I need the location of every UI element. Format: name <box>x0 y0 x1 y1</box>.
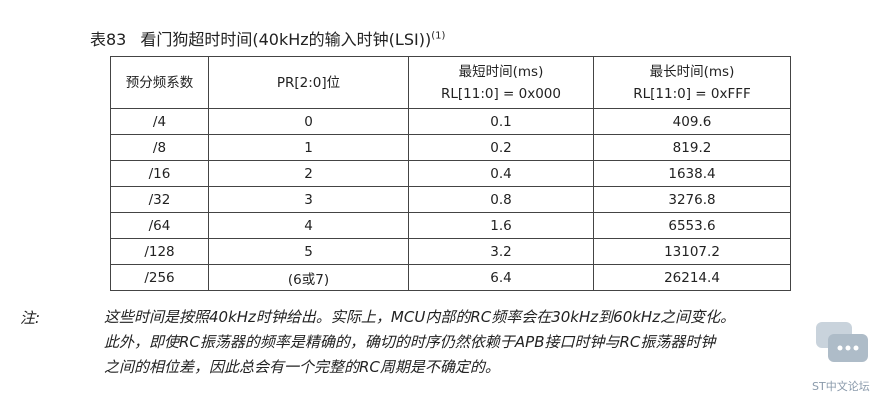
header-cell: 最长时间(ms) RL[11:0] = 0xFFF <box>593 56 791 109</box>
table-cell: 1.6 <box>408 212 594 239</box>
table-row: /16 2 0.4 1638.4 <box>110 160 791 187</box>
table-cell: /16 <box>110 160 209 187</box>
table-cell: /64 <box>110 212 209 239</box>
table-cell: 3.2 <box>408 238 594 265</box>
table-cell: /8 <box>110 134 209 161</box>
table-cell: 0.8 <box>408 186 594 213</box>
header-text: 最长时间(ms) <box>649 63 735 80</box>
table-cell: 409.6 <box>593 108 791 135</box>
table-row: /4 0 0.1 409.6 <box>110 108 791 135</box>
header-cell: 最短时间(ms) RL[11:0] = 0x000 <box>408 56 594 109</box>
table-cell: 6.4 <box>408 264 594 291</box>
header-row: 预分频系数 PR[2:0]位 最短时间(ms) RL[11:0] = 0x000 最长时… <box>110 56 791 109</box>
table-cell: 0.1 <box>408 108 594 135</box>
table-cell: 0.4 <box>408 160 594 187</box>
table-cell: 0.2 <box>408 134 594 161</box>
note: 这些时间是按照40kHz时钟给出。实际上，MCU内部的RC频率会在30kHz到6… <box>104 305 735 380</box>
table-row: /128 5 3.2 13107.2 <box>110 238 791 265</box>
header-text: 最短时间(ms) <box>458 63 544 80</box>
note-line: 这些时间是按照40kHz时钟给出。实际上，MCU内部的RC频率会在30kHz到6… <box>104 308 736 326</box>
header-cell: PR[2:0]位 <box>208 56 409 109</box>
table-cell: 2 <box>208 160 409 187</box>
caption-superscript: (1) <box>431 30 446 42</box>
note-line: 此外，即使RC振荡器的频率是精确的，确切的时序仍然依赖于APB接口时钟与RC振荡… <box>104 333 716 351</box>
table-cell: 819.2 <box>593 134 791 161</box>
table-cell: /4 <box>110 108 209 135</box>
header-text: 预分频系数 <box>125 74 194 91</box>
header-cell: 预分频系数 <box>110 56 209 109</box>
timeout-table: 预分频系数 PR[2:0]位 最短时间(ms) RL[11:0] = 0x000 最长时… <box>110 56 791 291</box>
table-cell: 1 <box>208 134 409 161</box>
table-cell: 1638.4 <box>593 160 791 187</box>
table-row: /32 3 0.8 3276.8 <box>110 186 791 213</box>
caption-number: 表83 <box>90 30 127 49</box>
table-cell: 26214.4 <box>593 264 791 291</box>
table-cell: 6553.6 <box>593 212 791 239</box>
table-cell: 13107.2 <box>593 238 791 265</box>
table-cell: (6或7) <box>208 264 409 291</box>
table-row: /64 4 1.6 6553.6 <box>110 212 791 239</box>
table-cell: 3276.8 <box>593 186 791 213</box>
table-cell: 5 <box>208 238 409 265</box>
caption-title: 看门狗超时时间(40kHz的输入时钟(LSI)) <box>140 30 432 49</box>
table-row: /8 1 0.2 819.2 <box>110 134 791 161</box>
caption: 表83 看门狗超时时间(40kHz的输入时钟(LSI))(1) <box>90 26 445 50</box>
table-cell: 3 <box>208 186 409 213</box>
note-line: 之间的相位差，因此总会有一个完整的RC周期是不确定的。 <box>104 358 500 376</box>
table-cell: /256 <box>110 264 209 291</box>
table-cell: /32 <box>110 186 209 213</box>
watermark: ST中文论坛 <box>812 380 870 393</box>
table-cell: 0 <box>208 108 409 135</box>
note-label: 注: <box>20 309 41 327</box>
header-text: RL[11:0] = 0xFFF <box>633 85 751 102</box>
table-cell: 4 <box>208 212 409 239</box>
table-cell: /128 <box>110 238 209 265</box>
watermark-icon <box>816 322 868 362</box>
table-row: /256 (6或7) 6.4 26214.4 <box>110 264 791 291</box>
header-text: RL[11:0] = 0x000 <box>441 85 561 102</box>
header-text: PR[2:0]位 <box>276 74 341 91</box>
